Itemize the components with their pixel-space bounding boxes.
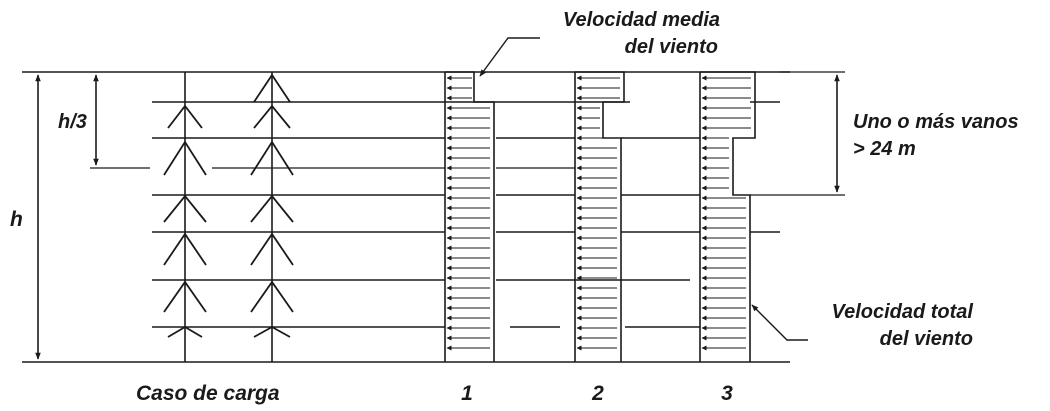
- frame-columns: [184, 72, 273, 362]
- case-2-number: 2: [591, 382, 604, 405]
- chevron-mark: [163, 140, 207, 176]
- case-3-pressure-arrows: [701, 75, 751, 351]
- total-wind-label-line1: Velocidad total: [831, 301, 973, 323]
- chevron-mark: [253, 73, 291, 103]
- mean-wind-label-line1: Velocidad media: [563, 9, 720, 31]
- case-2-pressure-arrows: [576, 75, 620, 351]
- mean-wind-leader: [479, 37, 540, 77]
- chevron-mark: [163, 194, 207, 223]
- chevron-mark: [253, 104, 291, 129]
- case-1-number: 1: [461, 382, 473, 405]
- case-2-profile: [575, 71, 625, 362]
- third-height-label: h/3: [58, 111, 87, 133]
- chevron-mark: [163, 280, 207, 313]
- case-3-wind-diagram: [699, 71, 756, 362]
- span-label-line1: Uno o más vanos: [853, 111, 1019, 133]
- chevron-mark: [253, 325, 291, 338]
- case-3-number: 3: [721, 382, 733, 405]
- chevron-mark: [250, 232, 294, 266]
- total-wind-label-line2: del viento: [880, 328, 973, 350]
- height-label: h: [10, 208, 23, 231]
- chevron-mark: [250, 140, 294, 176]
- case-1-pressure-arrows: [446, 75, 490, 351]
- case-1-profile: [445, 71, 495, 362]
- chevron-mark: [167, 325, 203, 338]
- span-label-line2: > 24 m: [853, 138, 916, 160]
- chevron-mark: [163, 232, 207, 266]
- floor-level-lines: [22, 71, 845, 363]
- mean-wind-label-line2: del viento: [625, 36, 718, 58]
- dimension-lines: [35, 74, 840, 360]
- case-2-wind-diagram: [574, 71, 625, 362]
- case-1-wind-diagram: [444, 71, 495, 362]
- chevron-mark: [167, 104, 203, 129]
- chevron-mark: [250, 194, 294, 223]
- chevron-mark: [250, 280, 294, 313]
- column-chevrons: [163, 73, 294, 338]
- leader-lines: [479, 37, 808, 341]
- case-3-profile: [700, 71, 756, 362]
- load-case-label: Caso de carga: [136, 382, 280, 405]
- total-wind-leader: [751, 304, 808, 341]
